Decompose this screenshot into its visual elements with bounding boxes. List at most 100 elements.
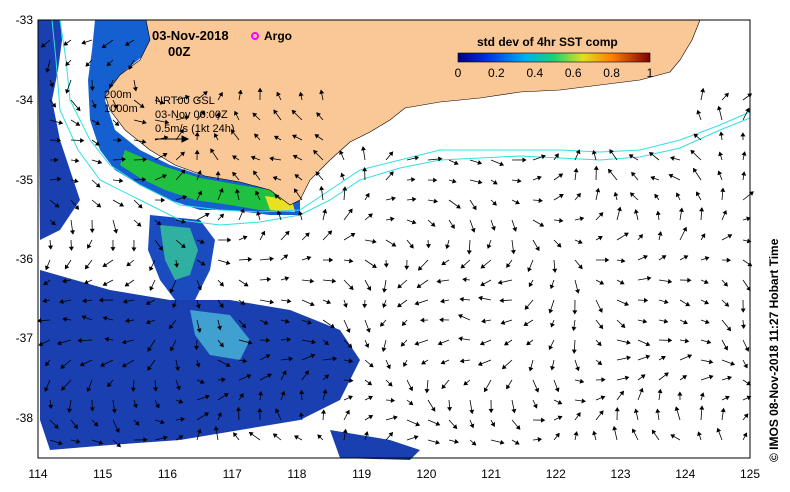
current-vector-head <box>506 384 511 390</box>
current-vector-head <box>382 303 387 309</box>
current-vector-head <box>706 339 712 345</box>
current-vector-head <box>499 439 505 445</box>
current-vector-head <box>724 302 730 307</box>
current-vector-head <box>559 218 564 224</box>
current-vector-head <box>657 388 663 394</box>
current-vector-head <box>481 318 486 324</box>
current-vector-head <box>347 343 353 349</box>
current-vector-head <box>324 374 330 380</box>
current-vector-head <box>400 341 406 347</box>
current-vector-head <box>332 356 338 362</box>
current-vector-head <box>240 300 246 305</box>
current-vector-head <box>708 374 714 380</box>
current-vector-head <box>537 437 543 442</box>
current-vector-head <box>101 43 107 49</box>
current-vector-head <box>616 206 622 212</box>
current-vector-head <box>49 82 54 88</box>
current-vector-head <box>330 323 335 329</box>
current-vector-head <box>219 281 224 287</box>
current-vector-head <box>528 282 534 288</box>
current-vector-head <box>700 233 706 239</box>
current-vector-head <box>89 228 95 234</box>
current-vector-head <box>319 89 325 95</box>
current-vector-head <box>178 435 184 440</box>
current-vector-head <box>116 442 121 448</box>
isobath-200m-label: 200m <box>104 89 132 101</box>
current-vector-head <box>139 103 145 108</box>
current-vector-head <box>232 155 237 160</box>
current-vector-head <box>645 341 651 347</box>
current-vector-head <box>119 202 125 207</box>
current-vector-head <box>683 319 688 325</box>
current-vector-head <box>200 261 206 266</box>
current-vector-head <box>322 388 328 394</box>
current-vector-head <box>661 255 667 260</box>
current-vector-head <box>391 196 396 202</box>
current-vector-head <box>727 234 733 239</box>
current-vector-head <box>217 412 222 417</box>
map-time: 00Z <box>168 44 190 59</box>
current-vector-head <box>221 377 226 383</box>
current-vector-head <box>598 307 603 313</box>
current-vector-head <box>160 197 166 203</box>
current-vector-head <box>293 188 299 194</box>
current-vector-head <box>81 39 87 45</box>
current-vector-head <box>740 132 746 137</box>
current-vector-head <box>417 265 423 271</box>
current-vector-head <box>454 439 459 444</box>
current-vector-head <box>557 415 563 421</box>
current-vector-head <box>273 135 279 141</box>
current-vector-head <box>598 410 604 416</box>
current-vector-head <box>215 112 221 117</box>
current-vector-head <box>114 121 120 127</box>
current-vector-head <box>319 185 325 191</box>
current-vector-head <box>254 133 259 139</box>
current-vector-head <box>77 338 82 344</box>
current-vector-head <box>96 202 102 208</box>
current-vector-head <box>37 318 42 324</box>
current-vector-head <box>149 286 154 291</box>
current-vector-head <box>156 220 162 226</box>
x-tick-label: 114 <box>28 467 47 481</box>
current-vector-head <box>655 210 661 216</box>
current-vector-head <box>699 207 705 212</box>
current-vector-head <box>593 165 599 170</box>
current-vector-head <box>730 361 736 366</box>
current-vector-head <box>510 249 516 255</box>
current-vector-head <box>283 254 289 260</box>
current-vector-head <box>204 412 210 417</box>
current-vector-head <box>486 244 492 249</box>
current-vector-head <box>84 264 90 270</box>
current-vector-head <box>628 154 634 159</box>
current-vector-head <box>626 339 631 345</box>
current-vector-head <box>89 86 95 91</box>
colorbar-tick-label: 1 <box>647 66 654 80</box>
current-vector-head <box>342 303 348 308</box>
current-vector-head <box>598 324 604 330</box>
current-vector-head <box>223 393 229 398</box>
current-vector-head <box>575 366 580 372</box>
current-vector-head <box>284 230 290 236</box>
current-vector-head <box>363 431 369 436</box>
current-vector-head <box>382 288 388 293</box>
current-vector-head <box>436 278 441 284</box>
current-vector-head <box>87 243 92 249</box>
current-vector-head <box>685 301 691 307</box>
current-vector-head <box>548 308 554 314</box>
current-vector-head <box>558 194 564 199</box>
current-vector-head <box>119 178 124 184</box>
current-vector-head <box>517 178 522 184</box>
current-vector-head <box>441 384 447 390</box>
current-vector-head <box>471 440 477 446</box>
current-vector-head <box>294 174 300 179</box>
current-vector-head <box>110 247 116 252</box>
current-vector-head <box>179 128 184 134</box>
current-vector-head <box>655 408 661 414</box>
current-vector-head <box>326 299 332 305</box>
current-vector-head <box>95 182 101 188</box>
current-vector-head <box>404 265 410 270</box>
current-vector-head <box>257 407 263 413</box>
current-vector-head <box>93 421 99 427</box>
current-vector-head <box>657 231 663 236</box>
current-vector-head <box>703 279 709 285</box>
